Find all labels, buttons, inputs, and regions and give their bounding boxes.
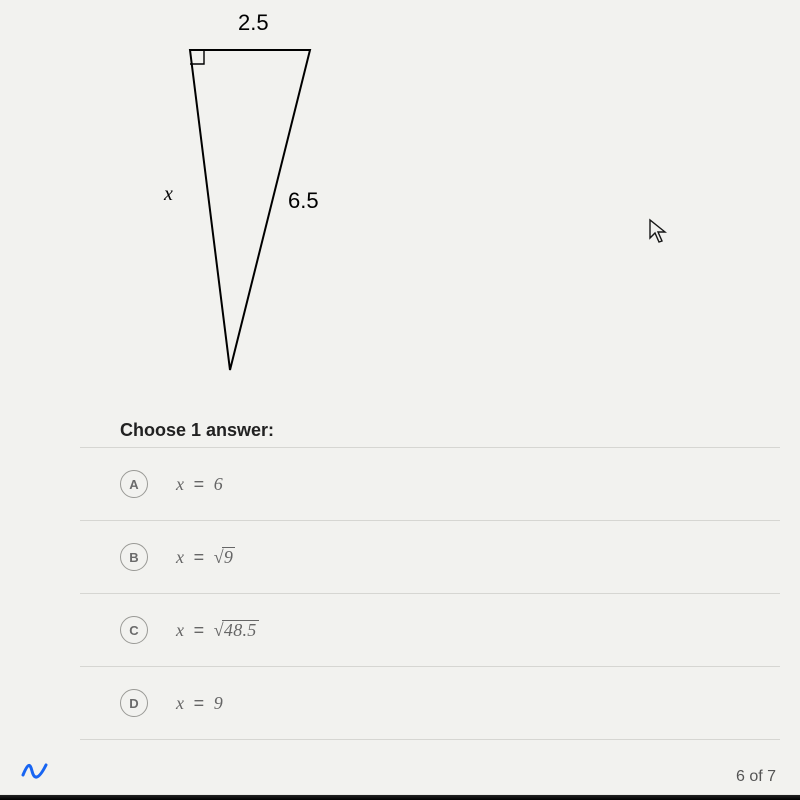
choice-value: 9 <box>222 547 235 566</box>
mouse-cursor-icon <box>648 218 668 249</box>
answer-choice-b[interactable]: B x = √9 <box>80 520 780 593</box>
choice-variable: x <box>176 547 184 567</box>
choice-variable: x <box>176 620 184 640</box>
question-pager: 6 of 7 <box>736 768 776 786</box>
choice-label: x = √48.5 <box>176 620 259 641</box>
choice-label: x = 6 <box>176 474 223 495</box>
svg-text:6.5: 6.5 <box>288 188 319 213</box>
question-prompt: Choose 1 answer: <box>120 420 800 441</box>
choice-letter-badge: D <box>120 689 148 717</box>
choice-variable: x <box>176 474 184 494</box>
sqrt-expression: √48.5 <box>214 620 259 641</box>
sqrt-expression: √9 <box>214 547 236 568</box>
choice-letter-badge: B <box>120 543 148 571</box>
triangle-figure: 2.5 x 6.5 <box>120 0 520 390</box>
svg-text:2.5: 2.5 <box>238 10 269 35</box>
triangle-svg: 2.5 x 6.5 <box>120 0 520 390</box>
svg-text:x: x <box>163 183 173 205</box>
scratchpad-icon[interactable] <box>20 757 50 788</box>
choice-value: 6 <box>214 474 223 494</box>
choice-letter-badge: C <box>120 616 148 644</box>
device-bezel <box>0 794 800 800</box>
choice-value: 48.5 <box>222 620 259 639</box>
choice-variable: x <box>176 693 184 713</box>
choice-label: x = √9 <box>176 547 235 568</box>
choice-label: x = 9 <box>176 693 223 714</box>
answer-choice-c[interactable]: C x = √48.5 <box>80 593 780 666</box>
page-root: 2.5 x 6.5 Choose 1 answer: A x = 6 B x = √… <box>0 0 800 800</box>
answer-choice-list: A x = 6 B x = √9 C x = √48.5 D x = 9 <box>80 447 780 740</box>
answer-choice-d[interactable]: D x = 9 <box>80 666 780 740</box>
answer-choice-a[interactable]: A x = 6 <box>80 447 780 520</box>
choice-value: 9 <box>214 693 223 713</box>
choice-letter-badge: A <box>120 470 148 498</box>
